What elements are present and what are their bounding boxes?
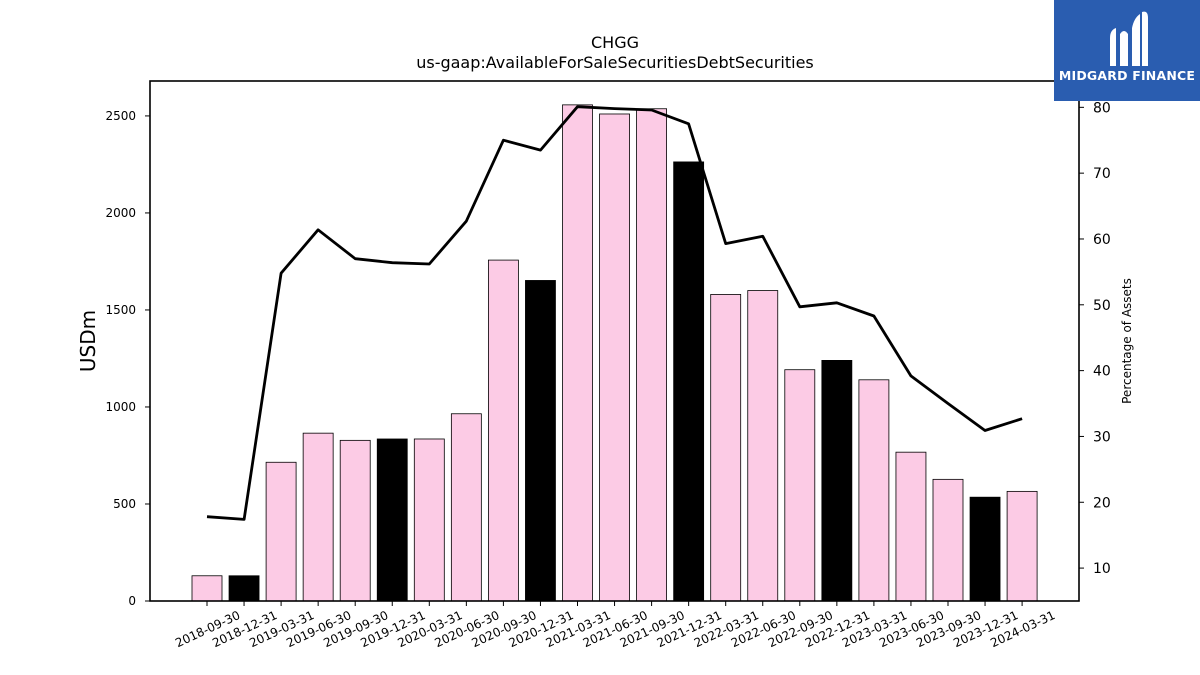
bar: [784, 369, 816, 602]
y-axis-label: USDm: [76, 310, 100, 372]
line-path: [206, 105, 1023, 521]
bar: [339, 439, 371, 602]
bar-series: [191, 104, 1038, 602]
y2-tick-label: 30: [1093, 429, 1111, 445]
bar: [562, 104, 593, 602]
y2-axis-label: Percentage of Assets: [1120, 278, 1134, 404]
y-tick-label: 1000: [105, 400, 136, 414]
bar: [969, 496, 1001, 602]
bar: [895, 451, 927, 602]
bar: [747, 290, 779, 602]
bar: [599, 113, 630, 602]
bar: [228, 575, 260, 602]
chart-title: CHGG: [591, 33, 639, 52]
bar: [1006, 490, 1038, 602]
y-tick-label: 2000: [105, 206, 136, 220]
y-tick-label: 1500: [105, 303, 136, 317]
y-tick-label: 0: [128, 594, 136, 608]
bar: [932, 478, 964, 602]
bar: [636, 108, 667, 602]
y2-tick-label: 70: [1093, 166, 1111, 182]
brand-name: MIDGARD FINANCE: [1058, 68, 1196, 83]
y2-tick-label: 40: [1093, 364, 1111, 380]
bar: [673, 161, 705, 602]
bar: [858, 379, 890, 602]
y2-tick-label: 60: [1093, 232, 1111, 248]
bar: [710, 294, 742, 602]
brand-logo: MIDGARD FINANCE: [1054, 0, 1200, 101]
y-tick-label: 2500: [105, 109, 136, 123]
bar: [376, 438, 408, 602]
bar: [525, 280, 556, 602]
midgard-mark-icon: [1110, 11, 1148, 67]
chart-subtitle: us-gaap:AvailableForSaleSecuritiesDebtSe…: [416, 53, 814, 72]
y2-tick-label: 50: [1093, 298, 1111, 314]
bar: [265, 461, 297, 602]
line-series: [206, 105, 1023, 521]
x-axis: 2018-09-302018-12-312019-03-312019-06-30…: [173, 601, 1057, 650]
bar: [302, 432, 334, 602]
bar: [450, 413, 482, 602]
y-axis-left: 0 500 1000 1500 2000 2500: [105, 109, 150, 608]
y2-tick-label: 20: [1093, 495, 1111, 511]
bar: [413, 438, 445, 602]
y-axis-right: 10 20 30 40 50 60 70 80: [1079, 100, 1111, 577]
y2-tick-label: 10: [1093, 561, 1111, 577]
bar: [191, 575, 223, 602]
y2-tick-label: 80: [1093, 100, 1111, 116]
bar: [821, 360, 853, 602]
y-tick-label: 500: [113, 497, 136, 511]
bar: [487, 259, 519, 602]
